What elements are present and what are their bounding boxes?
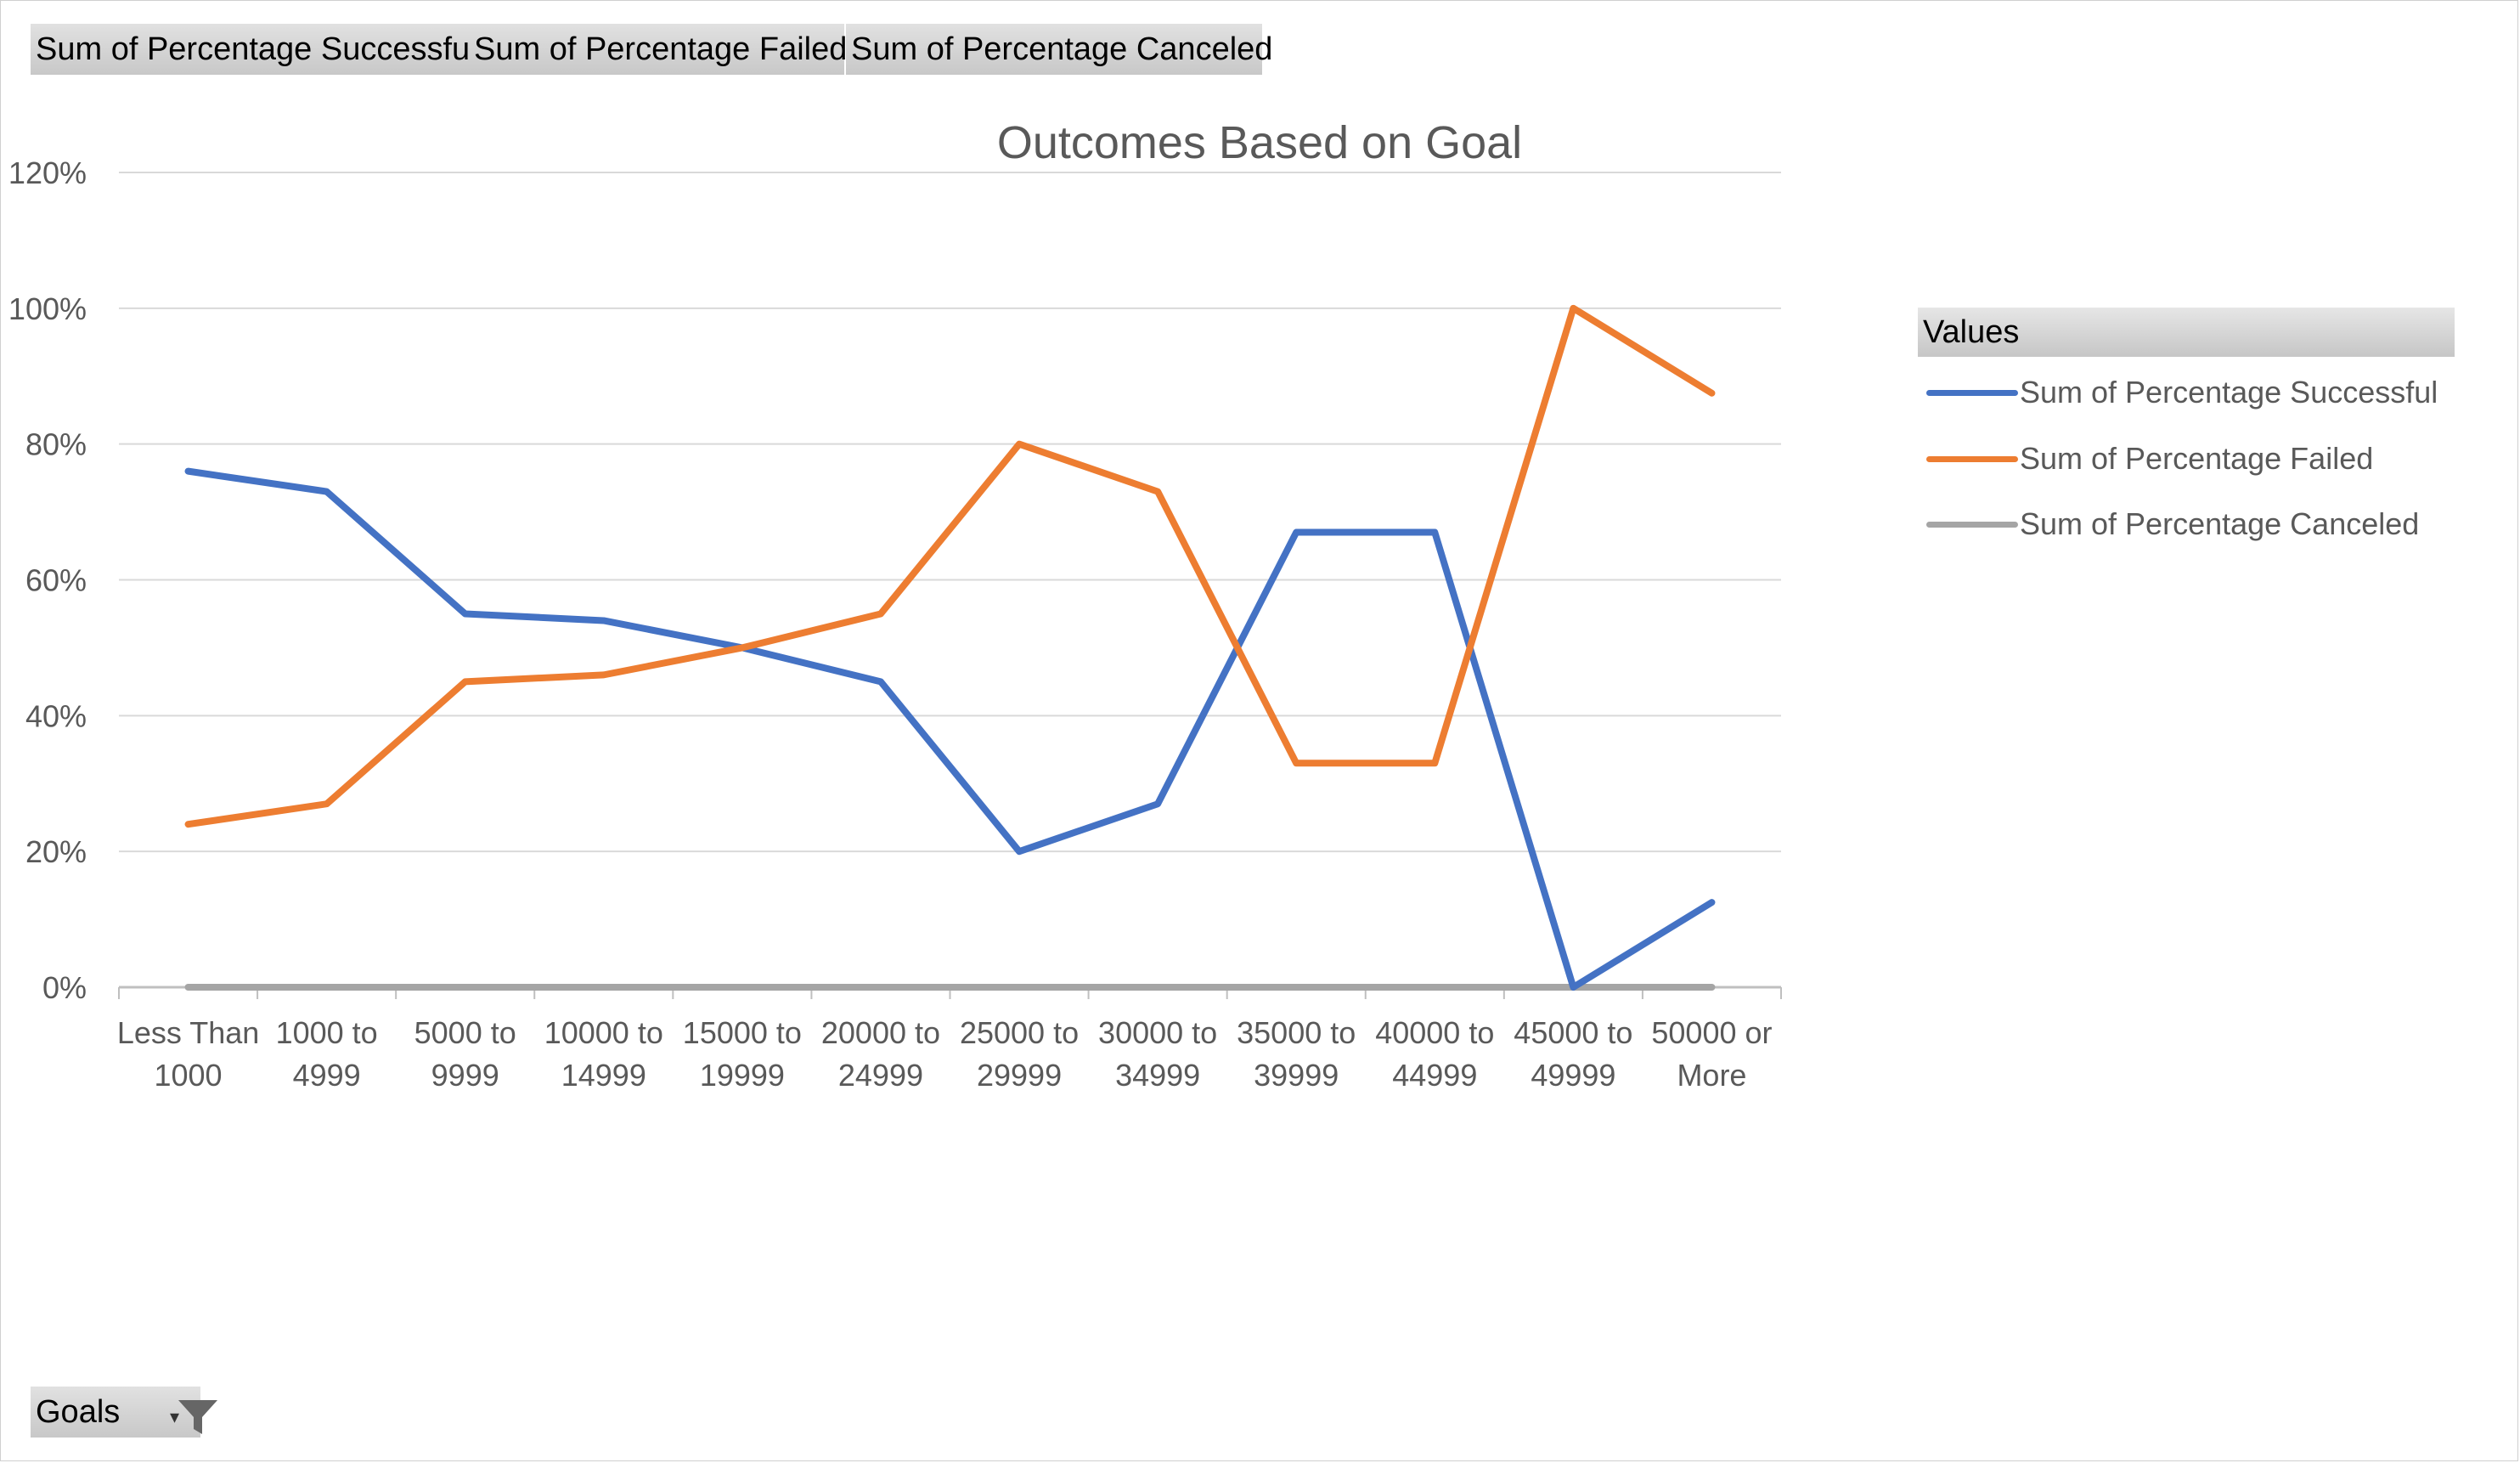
legend-label: Sum of Percentage Successful xyxy=(2020,375,2438,410)
filter-funnel-icon xyxy=(178,1400,217,1434)
y-tick-label: 20% xyxy=(25,834,87,869)
goals-filter-button[interactable]: Goals ▾ xyxy=(31,1387,217,1438)
legend-header[interactable]: Values xyxy=(1918,308,2455,357)
y-tick-label: 100% xyxy=(8,291,87,326)
legend-swatch xyxy=(1926,456,2018,462)
goals-filter-label: Goals xyxy=(36,1394,121,1430)
field-button-failed[interactable]: Sum of Percentage Failed xyxy=(469,24,847,75)
series-line-successful xyxy=(184,467,1716,991)
x-tick-label: 5000 to 9999 xyxy=(414,1015,516,1093)
y-tick-label: 80% xyxy=(25,427,87,462)
x-tick-label: 45000 to 49999 xyxy=(1514,1015,1632,1093)
y-tick-label: 120% xyxy=(8,155,87,190)
dropdown-arrow-icon: ▾ xyxy=(170,1406,180,1427)
x-tick-label: 50000 or More xyxy=(1651,1015,1772,1093)
gridlines xyxy=(119,172,1781,989)
x-tick-label: 40000 to 44999 xyxy=(1375,1015,1494,1093)
legend-swatch xyxy=(1926,522,2018,528)
y-tick-label: 0% xyxy=(42,970,87,1005)
x-tick-label: Less Than 1000 xyxy=(117,1015,259,1093)
x-tick-label: 20000 to 24999 xyxy=(821,1015,940,1093)
legend-swatch xyxy=(1926,390,2018,396)
series-line-failed xyxy=(184,304,1716,828)
chart-title: Outcomes Based on Goal xyxy=(997,117,1522,168)
x-tick-label: 15000 to 19999 xyxy=(683,1015,802,1093)
field-button-canceled[interactable]: Sum of Percentage Canceled xyxy=(846,24,1272,75)
x-tick-label: 25000 to 29999 xyxy=(960,1015,1079,1093)
legend-label: Sum of Percentage Failed xyxy=(2020,441,2374,476)
field-button-successful[interactable]: Sum of Percentage Successful xyxy=(31,24,477,75)
y-tick-label: 60% xyxy=(25,563,87,598)
y-axis: 0% 20% 40% 60% 80% 100% 120% xyxy=(8,155,87,1005)
x-tick-label: 10000 to 14999 xyxy=(544,1015,663,1093)
x-tick-label: 1000 to 4999 xyxy=(276,1015,378,1093)
x-tick-label: 35000 to 39999 xyxy=(1237,1015,1356,1093)
y-tick-label: 40% xyxy=(25,698,87,733)
x-tick-label: 30000 to 34999 xyxy=(1098,1015,1217,1093)
legend-label: Sum of Percentage Canceled xyxy=(2020,506,2420,541)
series-lines xyxy=(184,304,1716,991)
